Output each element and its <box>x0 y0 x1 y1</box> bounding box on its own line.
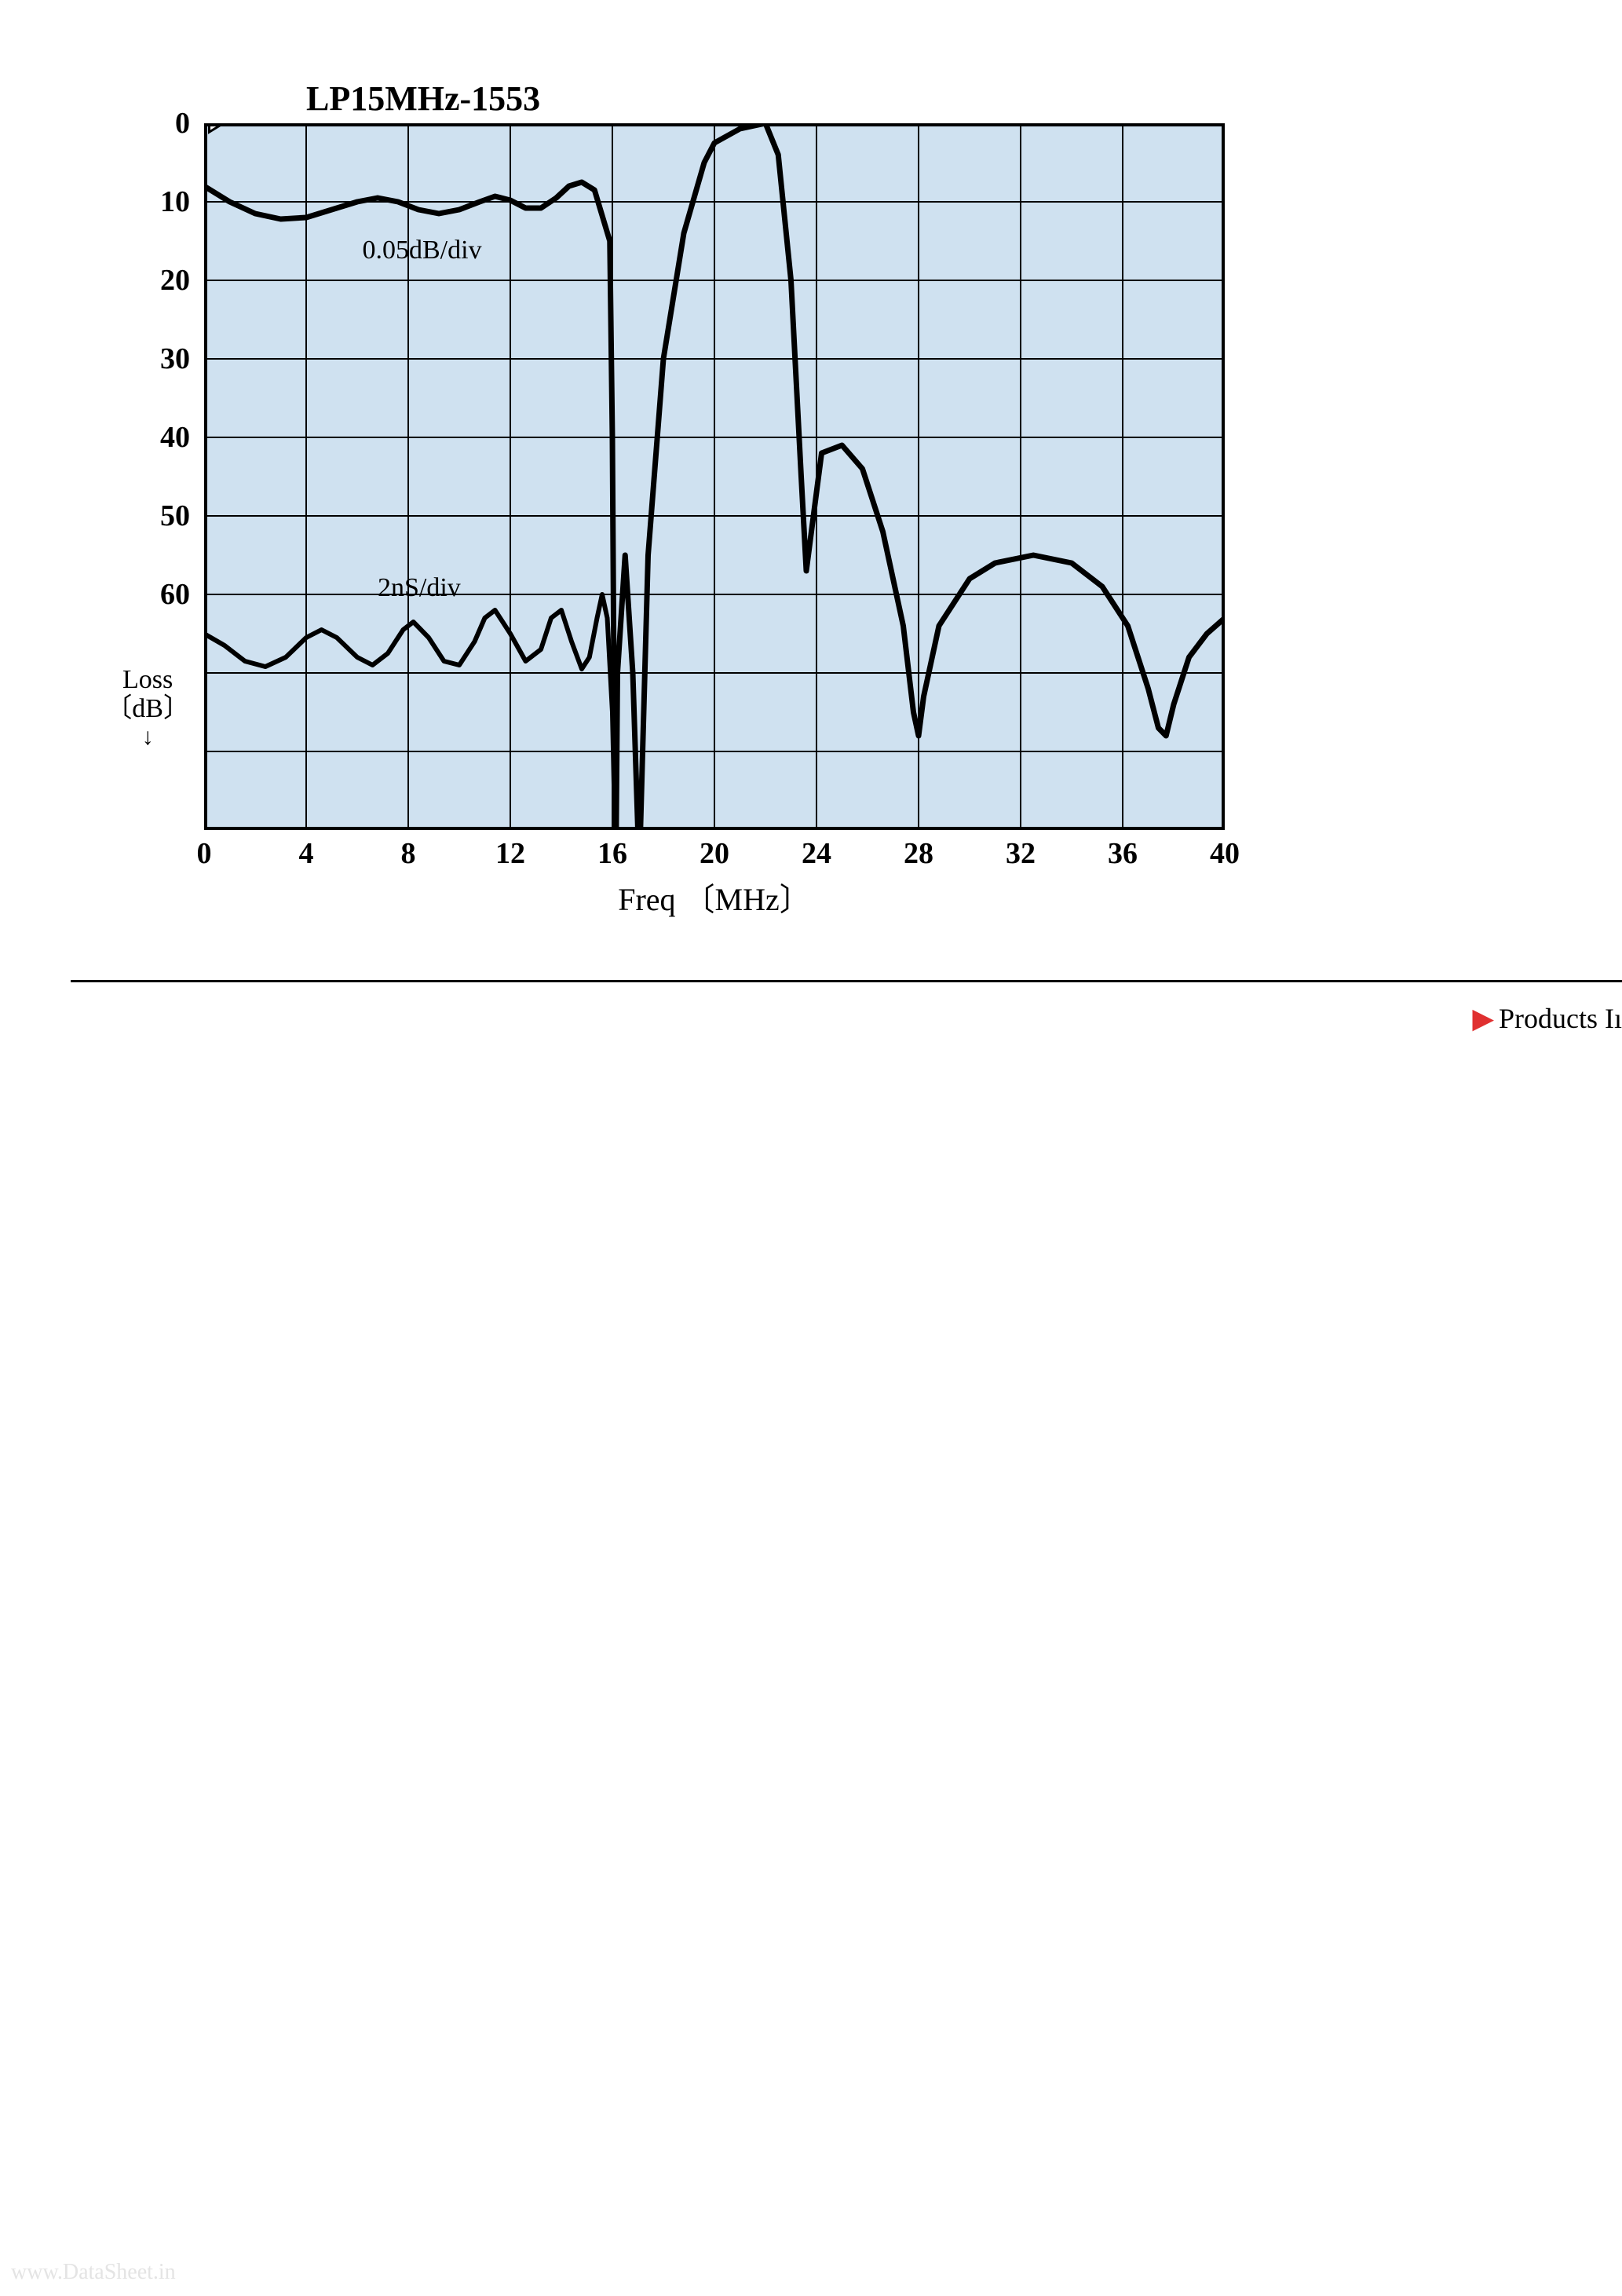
y-tick-label: 60 <box>160 577 204 612</box>
y-tick-label: 30 <box>160 342 204 376</box>
chart-plot-area: 0102030405060Loss〔dB〕↓048121620242832364… <box>204 123 1225 830</box>
x-axis-label: Freq 〔MHz〕 <box>618 830 811 919</box>
y-tick-label: 50 <box>160 499 204 533</box>
products-link-label: Products Iı <box>1499 1003 1622 1034</box>
y-axis-label-line1: Loss <box>122 665 173 694</box>
arrow-down-icon: ↓ <box>105 726 190 749</box>
x-tick-label: 36 <box>1108 830 1138 871</box>
y-axis-label-line2: 〔dB〕 <box>105 694 190 723</box>
chart-annotation: 2nS/div <box>378 573 461 603</box>
x-tick-label: 4 <box>299 830 314 871</box>
page-root: LP15MHz-1553 0102030405060Loss〔dB〕↓04812… <box>0 0 1622 2296</box>
x-tick-label: 0 <box>197 830 212 871</box>
y-tick-label: 20 <box>160 263 204 298</box>
x-tick-label: 8 <box>401 830 416 871</box>
x-tick-label: 12 <box>495 830 525 871</box>
x-tick-label: 40 <box>1210 830 1240 871</box>
x-tick-label: 28 <box>904 830 933 871</box>
watermark-text: www.DataSheet.in <box>11 2260 176 2285</box>
y-axis-label: Loss〔dB〕 ↓ <box>105 665 204 749</box>
y-tick-label: 40 <box>160 420 204 455</box>
chart-title: LP15MHz-1553 <box>306 79 1225 119</box>
section-separator <box>71 980 1622 982</box>
y-tick-label: 0 <box>175 106 204 141</box>
chart-annotation: 0.05dB/div <box>363 236 482 265</box>
products-link[interactable]: ▶Products Iı <box>1472 1002 1622 1035</box>
y-tick-label: 10 <box>160 185 204 219</box>
x-tick-label: 32 <box>1006 830 1036 871</box>
triangle-right-icon: ▶ <box>1472 1003 1494 1034</box>
chart-container: LP15MHz-1553 0102030405060Loss〔dB〕↓04812… <box>204 79 1225 830</box>
